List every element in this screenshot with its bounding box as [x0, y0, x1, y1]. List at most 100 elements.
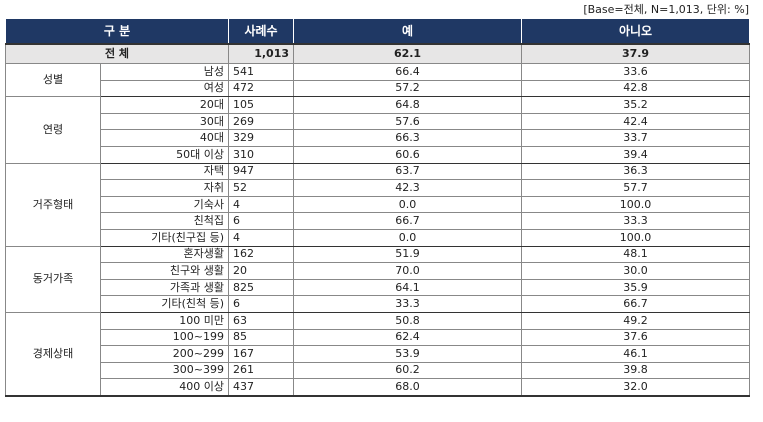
- yes-cell: 42.3: [293, 179, 523, 197]
- data-row: 40대 329 66.3 33.7: [6, 129, 751, 147]
- no-cell: 100.0: [521, 195, 751, 214]
- data-row: 거주형태 자택 947 63.7 36.3: [5, 162, 751, 247]
- count-cell: 437: [228, 378, 295, 397]
- yes-cell: 60.2: [293, 361, 523, 380]
- yes-cell: 50.8: [293, 311, 523, 330]
- data-row: 200~299 167 53.9 46.1: [6, 345, 751, 363]
- data-row: 300~399 261 60.2 39.8: [6, 361, 751, 380]
- count-cell: 269: [228, 112, 295, 131]
- count-cell: 4: [228, 228, 295, 247]
- data-row: 가족과 생활 825 64.1 35.9: [6, 278, 751, 297]
- yes-cell: 64.1: [293, 278, 523, 297]
- total-cell: 1,013: [228, 43, 295, 64]
- yes-cell: 66.7: [293, 212, 523, 230]
- no-cell: 36.3: [521, 162, 751, 181]
- data-row: 성별 남성 541 66.4 33.6: [5, 62, 751, 98]
- row-label: 친구와 생활: [99, 262, 230, 280]
- count-cell: 105: [228, 96, 295, 114]
- header-cell: 사례수: [228, 18, 295, 45]
- data-row: 100~199 85 62.4 37.6: [6, 328, 751, 347]
- count-cell: 4: [228, 195, 295, 214]
- no-cell: 33.6: [521, 63, 751, 81]
- no-cell: 33.3: [521, 212, 751, 230]
- no-cell: 42.4: [521, 112, 751, 131]
- total-cell: 37.9: [521, 43, 751, 64]
- count-cell: 329: [228, 129, 295, 147]
- yes-cell: 63.7: [293, 162, 523, 181]
- data-row: 동거가족 혼자생활 162 51.9 48.1: [5, 245, 751, 313]
- no-cell: 35.2: [521, 96, 751, 114]
- count-cell: 947: [228, 162, 295, 181]
- row-label: 100~199: [99, 328, 230, 347]
- yes-cell: 0.0: [293, 228, 523, 247]
- total-cell: 62.1: [293, 43, 523, 64]
- group-label: 성별: [5, 62, 101, 98]
- data-row: 친척집 6 66.7 33.3: [6, 212, 751, 230]
- count-cell: 20: [228, 262, 295, 280]
- row-label: 40대: [99, 129, 230, 147]
- no-cell: 33.7: [521, 129, 751, 147]
- row-label: 자택: [99, 162, 230, 181]
- yes-cell: 33.3: [293, 295, 523, 313]
- no-cell: 100.0: [521, 228, 751, 247]
- yes-cell: 66.3: [293, 129, 523, 147]
- count-cell: 167: [228, 345, 295, 363]
- count-cell: 6: [228, 295, 295, 313]
- count-cell: 261: [228, 361, 295, 380]
- no-cell: 32.0: [521, 378, 751, 397]
- group-label: 연령: [5, 96, 101, 164]
- yes-cell: 53.9: [293, 345, 523, 363]
- no-cell: 30.0: [521, 262, 751, 280]
- result-table: 구 분 사례수 예 아니오 전 체 1,013 62.1 37.9 성별 남성 541 66.4 33.…: [4, 18, 751, 397]
- header-cell: 예: [293, 18, 523, 45]
- base-note: [Base=전체, N=1,013, 단위: %]: [583, 3, 749, 16]
- yes-cell: 51.9: [293, 245, 523, 264]
- count-cell: 6: [228, 212, 295, 230]
- count-cell: 63: [228, 311, 295, 330]
- row-label: 혼자생활: [99, 245, 230, 264]
- row-label: 남성: [99, 63, 230, 81]
- row-label: 20대: [99, 96, 230, 114]
- row-label: 300~399: [99, 361, 230, 380]
- no-cell: 39.4: [521, 145, 751, 164]
- row-label: 기타(친척 등): [99, 295, 230, 313]
- group-label: 경제상태: [5, 311, 101, 397]
- count-cell: 85: [228, 328, 295, 347]
- data-row: 50대 이상 310 60.6 39.4: [6, 145, 751, 164]
- row-label: 기숙사: [99, 195, 230, 214]
- row-label: 친척집: [99, 212, 230, 230]
- data-row: 기타(친척 등) 6 33.3 66.7: [6, 295, 751, 313]
- data-row: 연령 20대 105 64.8 35.2: [5, 96, 751, 164]
- header-cell: 구 분: [4, 18, 230, 45]
- data-row: 친구와 생활 20 70.0 30.0: [6, 262, 751, 280]
- row-label: 자취: [99, 179, 230, 197]
- yes-cell: 57.6: [293, 112, 523, 131]
- count-cell: 825: [228, 278, 295, 297]
- row-label: 30대: [99, 112, 230, 131]
- row-label: 기타(친구집 등): [99, 228, 230, 247]
- no-cell: 48.1: [521, 245, 751, 264]
- no-cell: 39.8: [521, 361, 751, 380]
- count-cell: 162: [228, 245, 295, 264]
- yes-cell: 68.0: [293, 378, 523, 397]
- yes-cell: 70.0: [293, 262, 523, 280]
- no-cell: 42.8: [521, 79, 751, 98]
- yes-cell: 66.4: [293, 63, 523, 81]
- yes-cell: 60.6: [293, 145, 523, 164]
- count-cell: 310: [228, 145, 295, 164]
- count-cell: 472: [228, 79, 295, 98]
- header-row: 구 분 사례수 예 아니오: [4, 18, 751, 45]
- yes-cell: 62.4: [293, 328, 523, 347]
- yes-cell: 57.2: [293, 79, 523, 98]
- no-cell: 57.7: [521, 179, 751, 197]
- row-label: 여성: [99, 79, 230, 98]
- no-cell: 46.1: [521, 345, 751, 363]
- data-row: 자취 52 42.3 57.7: [6, 179, 751, 197]
- data-row: 기타(친구집 등) 4 0.0 100.0: [6, 228, 751, 247]
- table-body: 구 분 사례수 예 아니오 전 체 1,013 62.1 37.9 성별 남성 541 66.4 33.…: [4, 18, 751, 397]
- group-label: 동거가족: [5, 245, 101, 313]
- total-cell: 전 체: [4, 43, 230, 64]
- data-row: 여성 472 57.2 42.8: [6, 79, 751, 98]
- data-row: 400 이상 437 68.0 32.0: [6, 378, 751, 397]
- total-row: 전 체 1,013 62.1 37.9: [4, 43, 751, 64]
